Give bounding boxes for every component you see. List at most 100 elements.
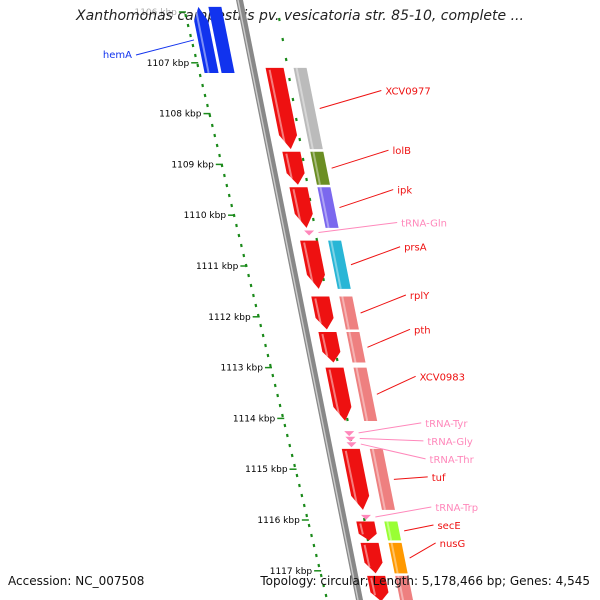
gene-prsa-label[interactable]: prsA xyxy=(404,243,427,254)
outer-ruler-dot xyxy=(308,197,312,202)
gene-lolb-cog-block[interactable] xyxy=(310,151,330,185)
ruler-dot xyxy=(288,443,292,448)
gene-xcv0983-label[interactable]: XCV0983 xyxy=(420,372,465,383)
ruler-dot xyxy=(235,223,238,228)
trna-trna-thr-marker[interactable] xyxy=(346,442,357,448)
gene-ipk-label[interactable]: ipk xyxy=(397,186,412,197)
gene-lolb-arrow[interactable] xyxy=(282,151,305,185)
ruler-tick-label: 1108 kbp xyxy=(159,110,202,120)
gene-nusg-cog-shine xyxy=(390,542,399,574)
backbone-strand xyxy=(236,0,363,600)
ruler-dot xyxy=(184,13,188,18)
gene-ipk-shine xyxy=(292,189,302,223)
gene-tuf-label[interactable]: tuf xyxy=(432,473,446,484)
gene-sece-label[interactable]: secE xyxy=(437,521,460,532)
gene-pth-label[interactable]: pth xyxy=(414,325,431,336)
outer-ruler-dot xyxy=(315,237,319,242)
map-title: Xanthomonas campestris pv. vesicatoria s… xyxy=(76,8,524,24)
ruler-dot xyxy=(201,83,205,88)
gene-tuf-arrow[interactable] xyxy=(341,448,370,510)
gene-nusg-label[interactable]: nusG xyxy=(440,539,466,550)
ruler-tick-label: 1114 kbp xyxy=(233,414,276,424)
gene-hema-cog-block[interactable] xyxy=(208,6,235,73)
gene-rply-label[interactable]: rplY xyxy=(410,291,430,302)
ruler-dot xyxy=(259,323,263,328)
ruler-dot xyxy=(293,463,296,468)
ruler-dot xyxy=(252,293,255,298)
ruler-dot xyxy=(307,523,311,528)
gene-ipk-leader xyxy=(339,189,394,209)
outer-ruler-dot xyxy=(335,357,339,362)
gene-trna-trp-label[interactable]: tRNA-Trp xyxy=(435,503,478,514)
gene-hema-arrow[interactable] xyxy=(194,6,219,73)
trna-trna-gly-marker[interactable] xyxy=(345,436,356,442)
gene-xcv0977-cog-block[interactable] xyxy=(293,67,323,150)
gene-xcv0983-cog-shine xyxy=(355,367,369,422)
gene-xcv0977-cog-shine xyxy=(295,67,314,150)
ruler-dot xyxy=(189,33,192,38)
gene-pth-leader xyxy=(367,328,411,348)
gene-unlabeled-cog-block[interactable] xyxy=(395,575,414,600)
trna-trna-trp-marker[interactable] xyxy=(360,514,371,520)
ruler-dot xyxy=(300,493,304,498)
gene-tuf-leader xyxy=(393,476,428,480)
gene-sece-cog-block[interactable] xyxy=(384,521,402,541)
gene-lolb-shine xyxy=(285,153,293,179)
gene-trna-gly-leader xyxy=(359,437,424,442)
gene-nusg-arrow[interactable] xyxy=(360,542,383,574)
gene-prsa-leader xyxy=(350,246,401,266)
gene-ipk-cog-block[interactable] xyxy=(317,187,339,228)
gene-prsa-cog-shine xyxy=(330,240,342,290)
gene-xcv0983-leader xyxy=(376,375,416,395)
gene-nusg-shine xyxy=(363,544,371,568)
gene-trna-tyr-label[interactable]: tRNA-Tyr xyxy=(425,419,468,430)
gene-pth-shine xyxy=(321,333,329,357)
accession-text: Accession: NC_007508 xyxy=(8,574,145,588)
gene-xcv0983-cog-block[interactable] xyxy=(353,367,378,421)
ruler-tick-label: 1115 kbp xyxy=(245,465,288,475)
ruler-dot xyxy=(230,203,234,208)
gene-prsa-arrow[interactable] xyxy=(300,240,325,289)
gene-trna-gln-label[interactable]: tRNA-Gln xyxy=(401,218,447,229)
ruler-tick-label: 1109 kbp xyxy=(171,160,214,170)
outer-ruler-dot xyxy=(277,17,281,22)
gene-lolb-label[interactable]: lolB xyxy=(393,146,412,157)
gene-sece-arrow[interactable] xyxy=(356,521,377,541)
gene-tuf-cog-block[interactable] xyxy=(369,448,395,510)
ruler-dot xyxy=(213,133,217,138)
trna-trna-tyr-marker[interactable] xyxy=(344,431,355,437)
gene-rply-shine xyxy=(314,298,322,324)
gene-trna-gln-leader xyxy=(318,221,398,233)
gene-xcv0977-arrow[interactable] xyxy=(265,67,298,150)
gene-rply-arrow[interactable] xyxy=(311,296,334,330)
gene-features[interactable] xyxy=(194,6,414,600)
gene-prsa-cog-block[interactable] xyxy=(328,240,351,289)
gene-rply-cog-block[interactable] xyxy=(339,296,359,330)
gene-rply-cog-shine xyxy=(341,296,350,330)
gene-trna-thr-label[interactable]: tRNA-Thr xyxy=(430,455,475,466)
ruler-dot xyxy=(227,193,231,198)
gene-pth-arrow[interactable] xyxy=(318,332,341,363)
ruler-dot xyxy=(283,423,287,428)
gene-sece-leader xyxy=(404,524,434,532)
gene-labels[interactable]: hemA XCV0977 lolB ipk tRNA-Gln prsA rplY pth XCV… xyxy=(103,39,478,559)
gene-hema-label[interactable]: hemA xyxy=(103,50,132,61)
ruler-dot xyxy=(264,343,267,348)
gene-trna-trp-leader xyxy=(375,506,432,518)
kbp-ruler: 1106 kbp 1107 kbp 1108 kbp 1109 kbp 1110 kbp… xyxy=(134,8,376,598)
gene-trna-gly-label[interactable]: tRNA-Gly xyxy=(427,437,472,448)
gene-pth-cog-block[interactable] xyxy=(346,332,366,363)
outer-ruler-dot xyxy=(345,417,349,422)
ruler-dot xyxy=(210,123,214,128)
gene-xcv0977-label[interactable]: XCV0977 xyxy=(385,87,430,98)
gene-ipk-arrow[interactable] xyxy=(289,187,313,228)
gene-xcv0983-arrow[interactable] xyxy=(325,367,352,421)
ruler-dot xyxy=(203,93,207,98)
trna-trna-gln-marker[interactable] xyxy=(304,230,315,236)
ruler-dot xyxy=(278,403,282,408)
ruler-dot xyxy=(254,303,258,308)
gene-nusg-cog-block[interactable] xyxy=(388,542,408,574)
ruler-dot xyxy=(266,353,270,358)
gene-unlabeled-arrow[interactable] xyxy=(367,575,389,600)
